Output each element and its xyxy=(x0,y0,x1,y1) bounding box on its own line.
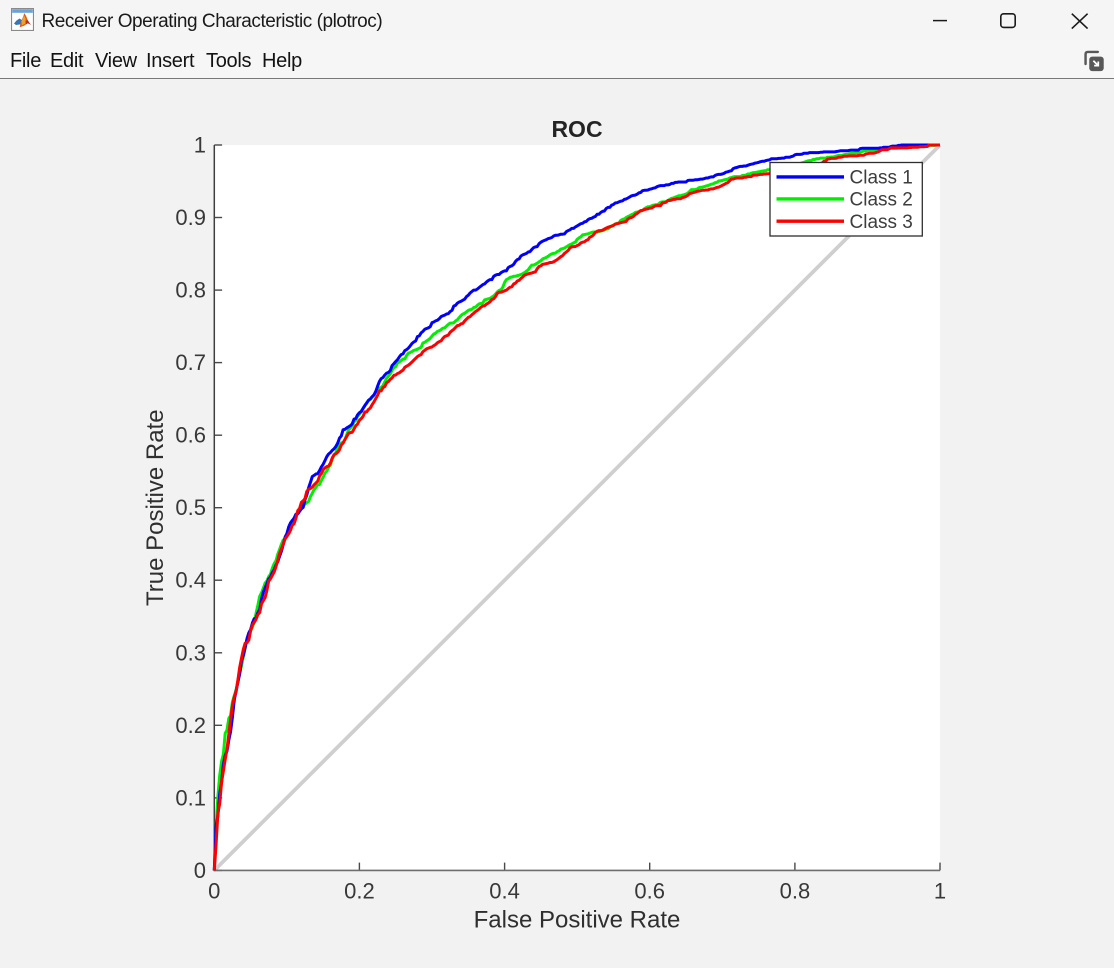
svg-text:0.3: 0.3 xyxy=(175,640,206,665)
svg-text:0.6: 0.6 xyxy=(634,879,665,904)
svg-text:1: 1 xyxy=(194,133,206,158)
svg-text:0.6: 0.6 xyxy=(175,423,206,448)
svg-text:Class 3: Class 3 xyxy=(850,212,913,233)
svg-text:0.2: 0.2 xyxy=(344,879,375,904)
svg-text:Class 1: Class 1 xyxy=(850,168,913,189)
svg-text:False Positive Rate: False Positive Rate xyxy=(474,907,681,934)
svg-text:0.5: 0.5 xyxy=(175,495,206,520)
svg-text:0.1: 0.1 xyxy=(175,785,206,810)
svg-text:0: 0 xyxy=(208,879,220,904)
svg-text:0.2: 0.2 xyxy=(175,713,206,738)
svg-text:0.7: 0.7 xyxy=(175,350,206,375)
svg-text:1: 1 xyxy=(934,879,946,904)
svg-text:0.8: 0.8 xyxy=(175,278,206,303)
svg-text:0: 0 xyxy=(194,858,206,883)
svg-text:0.4: 0.4 xyxy=(489,879,520,904)
svg-text:0.9: 0.9 xyxy=(175,205,206,230)
svg-text:0.8: 0.8 xyxy=(780,879,811,904)
svg-text:True Positive Rate: True Positive Rate xyxy=(142,409,169,606)
svg-text:ROC: ROC xyxy=(551,116,602,142)
svg-text:Class 2: Class 2 xyxy=(850,190,913,211)
svg-text:0.4: 0.4 xyxy=(175,568,206,593)
